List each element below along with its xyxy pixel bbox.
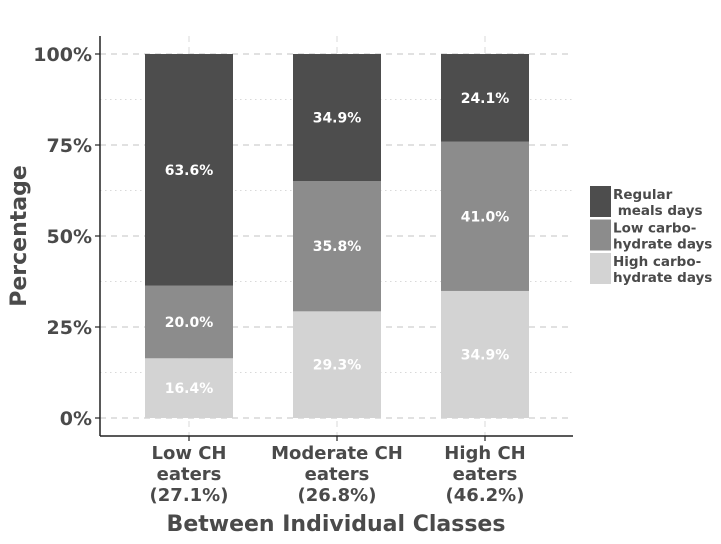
bar-data-label: 34.9% [313,111,362,127]
bar-segment [441,290,529,418]
y-tick-label: 100% [33,44,92,66]
bar-segment [145,285,233,359]
legend-key [590,186,611,217]
bar-data-label: 34.9% [461,347,510,363]
bar-segment [145,358,233,418]
x-tick-label: Moderate CH eaters (26.8%) [271,443,403,506]
bar-data-label: 63.6% [165,163,214,179]
x-axis-title: Between Individual Classes [167,512,506,537]
bar-data-label: 20.0% [165,315,214,331]
bar-segment [145,54,233,286]
y-tick-label: 25% [47,317,92,339]
y-tick-label: 50% [47,226,92,248]
bar-segment [293,181,381,312]
y-tick-label: 75% [47,135,92,157]
bar-data-label: 16.4% [165,381,214,397]
legend-label: High carbo-hydrate days [613,254,712,286]
legend-label: Regular meals days [613,187,703,219]
y-axis-title: Percentage [7,165,32,307]
bar-segment [293,311,381,418]
bar-data-label: 41.0% [461,209,510,225]
axes: 0% 25% 50% 75% 100% Low CH eaters (27.1%) Modera… [33,36,573,506]
legend-key [590,219,611,251]
bar-data-label: 35.8% [313,239,362,255]
bar-segment [293,54,381,182]
x-tick-label: High CH eaters (46.2%) [444,443,525,506]
bar-data-label: 24.1% [461,91,510,107]
bars: 16.4% 20.0% 63.6% 29.3% 35.8% 34.9% 34.9% 41.0%… [145,54,529,418]
bar-segment [441,141,529,291]
y-tick-label: 0% [60,408,92,430]
x-tick-label: Low CH eaters (27.1%) [150,443,229,506]
legend-label: Low carbo-hydrate days [613,221,712,253]
bar-segment [441,54,529,142]
legend-key [590,253,611,284]
bar-data-label: 29.3% [313,358,362,374]
